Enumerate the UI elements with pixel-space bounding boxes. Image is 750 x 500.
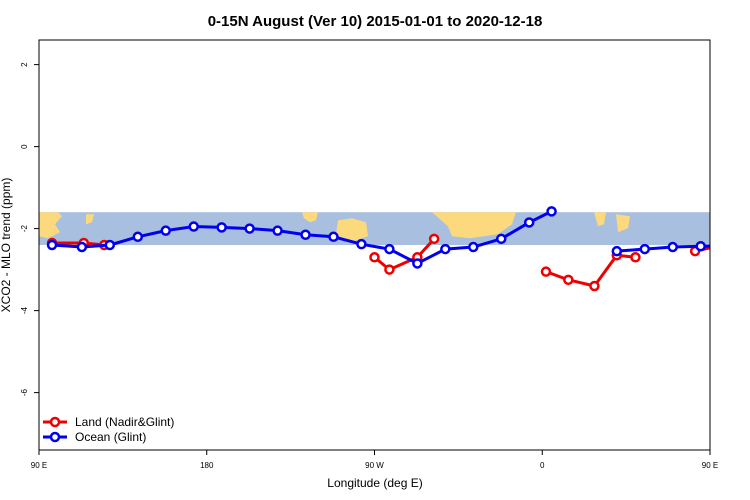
legend-ocean-marker <box>49 431 61 443</box>
land-india <box>594 212 606 227</box>
world-map-band <box>39 212 710 245</box>
land-africa <box>432 212 516 239</box>
ocean-data-point <box>216 222 227 233</box>
ocean-data-point <box>272 225 283 236</box>
y-tick-label: -6 <box>20 388 29 396</box>
ocean-data-point <box>300 229 311 240</box>
legend-land-marker <box>49 416 61 428</box>
ocean-data-point <box>667 241 678 253</box>
land-data-point <box>428 233 440 245</box>
y-axis-label: XCO2 - MLO trend (ppm) <box>0 178 13 313</box>
ocean-data-point <box>495 233 507 245</box>
ocean-data-point <box>695 240 706 252</box>
ocean-data-point <box>468 241 479 253</box>
ocean-data-point <box>76 241 88 253</box>
ocean-data-point <box>328 231 339 243</box>
land-south-america <box>336 218 368 243</box>
x-tick-label: 0 <box>540 461 545 470</box>
x-tick-label: 180 <box>200 461 214 470</box>
ocean-data-point <box>160 225 171 236</box>
ocean-data-point <box>244 223 255 234</box>
land-data-point <box>384 264 395 275</box>
y-tick-label: -4 <box>20 306 29 314</box>
y-tick-label: 2 <box>20 62 29 67</box>
x-tick-label: 90 W <box>365 461 384 470</box>
ocean-data-point <box>104 239 116 251</box>
y-tick-label: 0 <box>20 144 29 149</box>
ocean-data-point <box>412 258 423 269</box>
y-axis: 2 0 -2 -4 -6 <box>20 62 39 396</box>
land-data-point <box>630 252 641 263</box>
x-axis-label: Longitude (deg E) <box>327 476 422 490</box>
land-data-point <box>540 266 552 277</box>
ocean-data-point <box>546 206 557 217</box>
land-data-point <box>369 252 380 263</box>
ocean-data-point <box>356 238 367 250</box>
x-tick-label: 90 E <box>702 461 718 470</box>
x-tick-label: 90 E <box>31 461 47 470</box>
chart-title: 0-15N August (Ver 10) 2015-01-01 to 2020… <box>208 13 543 30</box>
legend: Land (Nadir&Glint) Ocean (Glint) <box>43 415 174 444</box>
land-indochina <box>616 214 630 233</box>
ocean-data-point <box>611 245 623 257</box>
ocean-data-point <box>639 243 651 255</box>
ocean-data-point <box>384 243 395 255</box>
ocean-data-point <box>725 242 733 250</box>
land-data-point <box>563 274 574 286</box>
ocean-series-line <box>616 244 710 253</box>
ocean-data-point <box>523 217 535 228</box>
x-axis: 90 E 180 90 W 0 90 E <box>31 450 718 470</box>
ocean-data-point <box>440 243 451 255</box>
land-central-america <box>302 212 318 223</box>
series-layer <box>46 206 746 292</box>
legend-ocean-label: Ocean (Glint) <box>75 430 146 444</box>
legend-land-label: Land (Nadir&Glint) <box>75 415 174 429</box>
land-data-point <box>738 237 746 245</box>
ocean-data-point <box>132 231 144 243</box>
ocean-data-point <box>46 239 58 251</box>
land-island-1 <box>86 214 94 225</box>
land-data-point <box>589 280 600 292</box>
land-series-line <box>545 253 636 288</box>
land-series-line <box>373 237 436 272</box>
y-tick-label: -2 <box>20 224 29 232</box>
ocean-data-point <box>188 221 199 232</box>
land-se-asia <box>39 212 62 239</box>
